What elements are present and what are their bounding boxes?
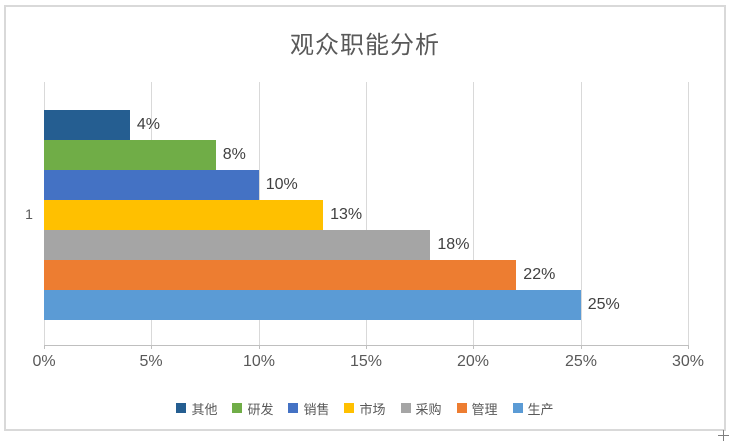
legend-item-管理[interactable]: 管理	[456, 399, 498, 418]
plot-area: 4% 8% 10% 13% 18% 22% 25%	[44, 82, 689, 349]
x-axis: 0% 5% 10% 15% 20% 25% 30%	[32, 353, 704, 375]
x-tick-label-20%: 20%	[456, 353, 490, 370]
legend-swatch-icon	[232, 403, 243, 413]
x-tick-label-25%: 25%	[564, 353, 598, 370]
x-tick-label-10%: 10%	[242, 353, 276, 370]
legend-label: 其他	[191, 401, 218, 417]
gridline-30%	[688, 82, 689, 345]
bar-采购[interactable]	[44, 230, 431, 260]
legend-swatch-icon	[176, 403, 187, 413]
legend-item-生产[interactable]: 生产	[512, 399, 554, 418]
chart-frame: 观众职能分析 4% 8% 10% 13% 18% 22% 25% 1 0% 5% 10% 15% 2…	[4, 5, 729, 441]
bar-其他[interactable]	[44, 110, 130, 140]
legend-swatch-icon	[456, 403, 467, 413]
x-tick-mark-5%	[151, 345, 152, 349]
data-label-市场: 13%	[330, 206, 363, 223]
legend-label: 管理	[471, 401, 498, 417]
legend-label: 销售	[303, 401, 330, 417]
data-label-采购: 18%	[437, 236, 470, 253]
legend-item-销售[interactable]: 销售	[288, 399, 329, 418]
legend-swatch-icon	[288, 403, 299, 413]
x-tick-mark-10%	[259, 345, 260, 349]
x-tick-mark-0%	[44, 345, 45, 349]
x-tick-label-15%: 15%	[349, 353, 383, 370]
bar-生产[interactable]	[44, 290, 581, 320]
data-label-管理: 22%	[523, 266, 556, 283]
legend-item-其他[interactable]: 其他	[176, 399, 217, 418]
legend-swatch-icon	[512, 403, 523, 413]
legend-item-采购[interactable]: 采购	[400, 399, 442, 418]
y-axis-category-label: 1	[25, 206, 33, 222]
x-tick-mark-20%	[473, 345, 474, 349]
data-label-研发: 8%	[222, 146, 246, 163]
bar-销售[interactable]	[44, 170, 259, 200]
chart-title[interactable]: 观众职能分析	[290, 32, 440, 59]
gridline-20%	[473, 82, 474, 345]
legend-label: 研发	[247, 401, 274, 417]
bar-市场[interactable]	[44, 200, 324, 230]
x-tick-label-30%: 30%	[671, 353, 705, 370]
legend-label: 市场	[359, 401, 386, 417]
legend-label: 采购	[415, 401, 442, 417]
legend-swatch-icon	[400, 403, 411, 413]
gridline-15%	[366, 82, 367, 345]
x-tick-mark-30%	[688, 345, 689, 349]
gridline-25%	[581, 82, 582, 345]
bar-研发[interactable]	[44, 140, 216, 170]
data-label-生产: 25%	[587, 296, 620, 313]
legend-item-研发[interactable]: 研发	[232, 399, 273, 418]
x-tick-label-5%: 5%	[139, 353, 163, 370]
legend-item-市场[interactable]: 市场	[344, 399, 386, 418]
data-label-其他: 4%	[136, 116, 161, 133]
x-tick-mark-25%	[581, 345, 582, 349]
x-tick-mark-15%	[366, 345, 367, 349]
resize-handle-icon[interactable]	[718, 430, 729, 441]
legend-label: 生产	[527, 401, 554, 417]
legend: 其他 研发 销售 市场 采购 管理 生产	[6, 398, 724, 418]
x-tick-label-0%: 0%	[32, 353, 56, 370]
data-label-销售: 10%	[265, 176, 298, 193]
bar-管理[interactable]	[44, 260, 517, 290]
legend-swatch-icon	[344, 403, 355, 413]
